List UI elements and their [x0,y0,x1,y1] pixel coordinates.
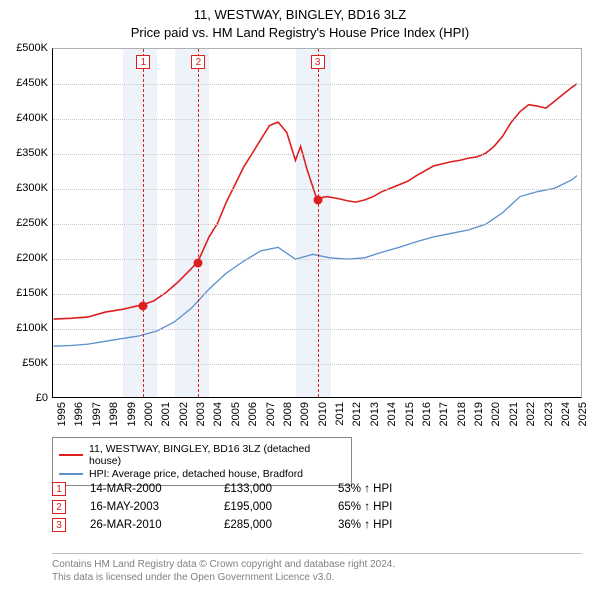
x-axis-tick-label: 2020 [490,402,502,426]
x-axis-tick-label: 2018 [456,402,468,426]
x-axis-tick-label: 1996 [73,402,85,426]
x-axis-tick-label: 2007 [265,402,277,426]
sale-vs-hpi: 53% ↑ HPI [338,483,438,495]
sale-marker-number-icon: 2 [191,55,205,69]
sale-price: £285,000 [224,519,314,531]
sale-date: 16-MAY-2003 [90,501,200,513]
sale-row: 2 16-MAY-2003 £195,000 65% ↑ HPI [52,500,438,514]
footnote-line: This data is licensed under the Open Gov… [52,571,582,584]
x-axis-tick-label: 2009 [299,402,311,426]
sales-table: 1 14-MAR-2000 £133,000 53% ↑ HPI 2 16-MA… [52,478,438,536]
chart-title-line1: 11, WESTWAY, BINGLEY, BD16 3LZ [0,6,600,24]
sale-marker-icon: 2 [52,500,66,514]
y-axis-tick-label: £0 [36,392,48,404]
x-axis-tick-label: 1999 [126,402,138,426]
x-axis-tick-label: 2016 [421,402,433,426]
sale-date: 26-MAR-2010 [90,519,200,531]
y-axis-tick-label: £200K [16,252,48,264]
sale-marker-dot-icon [313,195,322,204]
sale-vs-hpi: 36% ↑ HPI [338,519,438,531]
sale-price: £195,000 [224,501,314,513]
legend-swatch-series-1 [59,473,83,475]
sale-marker-dot-icon [139,301,148,310]
price-chart: 1 2 3 [52,48,582,398]
x-axis-tick-label: 1997 [91,402,103,426]
sale-marker-dot-icon [194,258,203,267]
x-axis-tick-label: 2000 [143,402,155,426]
x-axis-tick-label: 2025 [577,402,589,426]
x-axis-tick-label: 2015 [404,402,416,426]
x-axis-tick-label: 2008 [282,402,294,426]
y-axis-tick-label: £150K [16,287,48,299]
y-axis-tick-label: £50K [22,357,48,369]
x-axis-tick-label: 2006 [247,402,259,426]
sale-marker-vline [318,49,319,397]
x-axis-tick-label: 2004 [212,402,224,426]
x-axis-tick-label: 2017 [438,402,450,426]
y-axis-tick-label: £350K [16,147,48,159]
sale-marker-number-icon: 3 [311,55,325,69]
sale-marker-number-icon: 1 [136,55,150,69]
x-axis-tick-label: 2013 [369,402,381,426]
x-axis-tick-label: 2023 [543,402,555,426]
sale-row: 3 26-MAR-2010 £285,000 36% ↑ HPI [52,518,438,532]
x-axis-tick-label: 1995 [56,402,68,426]
legend-row: 11, WESTWAY, BINGLEY, BD16 3LZ (detached… [59,443,345,467]
legend-label: 11, WESTWAY, BINGLEY, BD16 3LZ (detached… [89,443,345,467]
x-axis-tick-label: 2010 [317,402,329,426]
y-axis-tick-label: £300K [16,182,48,194]
attribution-footnote: Contains HM Land Registry data © Crown c… [52,553,582,584]
y-axis-tick-label: £500K [16,42,48,54]
sale-vs-hpi: 65% ↑ HPI [338,501,438,513]
x-axis-tick-label: 2002 [178,402,190,426]
x-axis-tick-label: 2001 [160,402,172,426]
y-axis-tick-label: £250K [16,217,48,229]
x-axis-tick-label: 1998 [108,402,120,426]
x-axis-tick-label: 2003 [195,402,207,426]
x-axis-tick-label: 2011 [334,402,346,426]
footnote-line: Contains HM Land Registry data © Crown c… [52,558,582,571]
sale-marker-icon: 3 [52,518,66,532]
chart-title-line2: Price paid vs. HM Land Registry's House … [0,24,600,42]
x-axis-tick-label: 2021 [508,402,520,426]
sale-row: 1 14-MAR-2000 £133,000 53% ↑ HPI [52,482,438,496]
x-axis-tick-label: 2014 [386,402,398,426]
y-axis-tick-label: £100K [16,322,48,334]
legend-swatch-series-0 [59,454,83,456]
sale-marker-vline [198,49,199,397]
sale-date: 14-MAR-2000 [90,483,200,495]
y-axis-tick-label: £450K [16,77,48,89]
x-axis-tick-label: 2005 [230,402,242,426]
x-axis-tick-label: 2022 [525,402,537,426]
sale-price: £133,000 [224,483,314,495]
sale-marker-vline [143,49,144,397]
y-axis-tick-label: £400K [16,112,48,124]
x-axis-tick-label: 2024 [560,402,572,426]
x-axis-tick-label: 2019 [473,402,485,426]
x-axis-tick-label: 2012 [351,402,363,426]
sale-marker-icon: 1 [52,482,66,496]
